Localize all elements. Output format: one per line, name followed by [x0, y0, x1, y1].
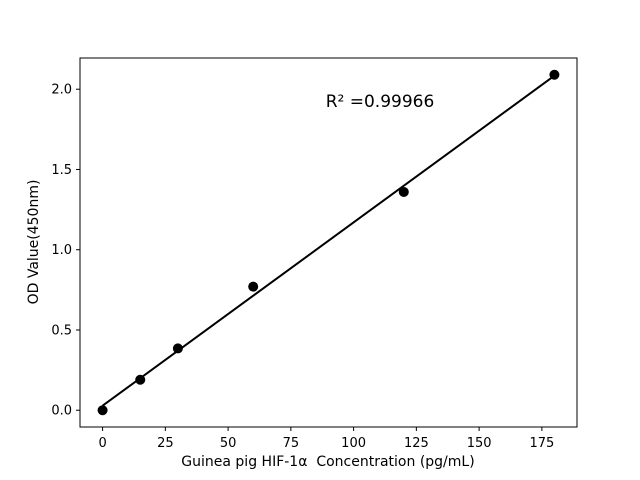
- x-tick-label: 125: [404, 436, 429, 451]
- x-tick-label: 75: [283, 436, 300, 451]
- data-point: [135, 374, 146, 385]
- y-tick-label: 0.0: [51, 404, 72, 419]
- r-squared-annotation: R² =0.99966: [326, 92, 435, 112]
- y-tick-label: 1.0: [51, 243, 72, 258]
- x-axis-label: Guinea pig HIF-1α Concentration (pg/mL): [181, 454, 474, 470]
- y-tick-label: 1.5: [51, 163, 72, 178]
- fit-line: [102, 74, 555, 407]
- data-point: [248, 281, 259, 292]
- y-tick-label: 0.5: [51, 323, 72, 338]
- y-axis-label: OD Value(450nm): [26, 180, 42, 305]
- data-point: [398, 186, 409, 197]
- plot-border: [79, 57, 578, 428]
- x-tick-label: 175: [529, 436, 554, 451]
- x-tick-label: 50: [220, 436, 237, 451]
- data-point: [97, 405, 108, 416]
- plot-area: 0 25 50 75 100 125 150 175 0.0 0.5 1.0 1.5 2.0: [51, 57, 578, 451]
- x-tick-label: 150: [467, 436, 492, 451]
- y-tick-label: 2.0: [51, 83, 72, 98]
- data-point: [549, 69, 560, 80]
- x-tick-label: 100: [341, 436, 366, 451]
- x-tick-label: 0: [98, 436, 106, 451]
- x-tick-label: 25: [157, 436, 174, 451]
- data-point: [172, 343, 183, 354]
